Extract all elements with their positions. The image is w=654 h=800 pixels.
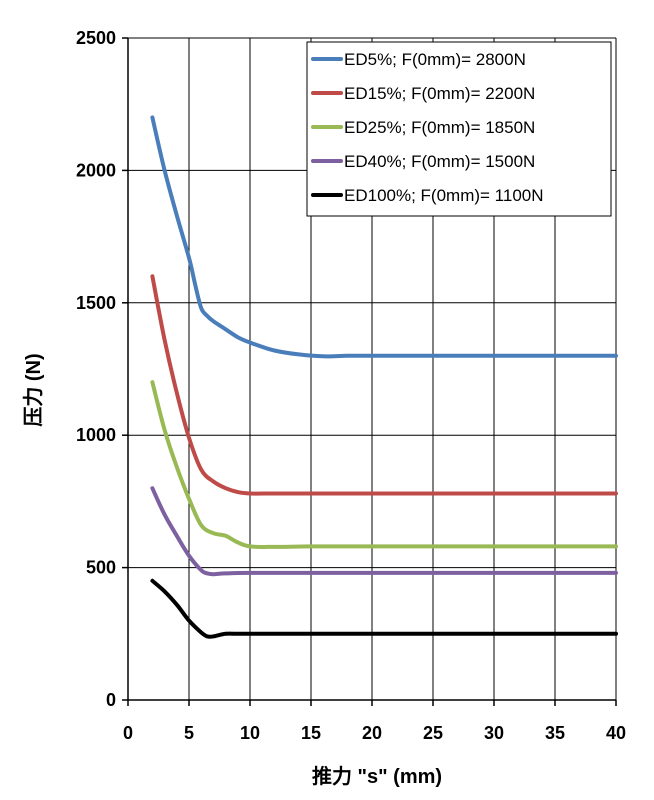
x-tick-label: 35	[545, 723, 565, 743]
axes	[122, 37, 617, 706]
y-tick-label: 500	[86, 558, 116, 578]
x-tick-label: 10	[240, 723, 260, 743]
y-tick-label: 1000	[76, 425, 116, 445]
series-line	[150, 115, 618, 359]
series-line	[150, 380, 618, 549]
legend-entry: ED5%; F(0mm)= 2800N	[344, 50, 526, 69]
x-tick-label: 40	[606, 723, 626, 743]
x-tick-label: 20	[362, 723, 382, 743]
x-tick-label: 5	[184, 723, 194, 743]
x-tick-label: 0	[123, 723, 133, 743]
x-tick-label: 30	[484, 723, 504, 743]
x-tick-label: 25	[423, 723, 443, 743]
legend: ED5%; F(0mm)= 2800N ED15%; F(0mm)= 2200N E…	[306, 41, 612, 217]
legend-entry: ED15%; F(0mm)= 2200N	[344, 84, 535, 103]
y-tick-label: 1500	[76, 293, 116, 313]
y-tick-label: 0	[106, 690, 116, 710]
legend-entry: ED40%; F(0mm)= 1500N	[344, 152, 535, 171]
y-tick-labels: 0 500 1000 1500 2000 2500	[76, 28, 116, 710]
series-line	[150, 274, 618, 496]
x-tick-label: 15	[301, 723, 321, 743]
legend-entry: ED25%; F(0mm)= 1850N	[344, 118, 535, 137]
x-tick-labels: 0 5 10 15 20 25 30 35 40	[123, 723, 626, 743]
series-line	[150, 578, 618, 639]
legend-box	[306, 41, 612, 217]
y-tick-label: 2000	[76, 160, 116, 180]
y-axis-title: 压力 (N)	[22, 353, 45, 426]
series-lines	[150, 115, 618, 639]
x-axis-title: 推力 "s" (mm)	[312, 764, 442, 788]
legend-entry: ED100%; F(0mm)= 1100N	[344, 186, 544, 205]
series-line	[150, 486, 618, 577]
y-tick-label: 2500	[76, 28, 116, 48]
